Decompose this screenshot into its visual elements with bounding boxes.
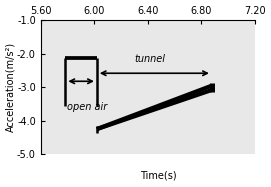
- Text: open air: open air: [67, 102, 108, 112]
- Text: tunnel: tunnel: [135, 54, 166, 64]
- Text: Time(s): Time(s): [140, 170, 177, 180]
- Y-axis label: Acceleration(m/s²): Acceleration(m/s²): [6, 42, 15, 132]
